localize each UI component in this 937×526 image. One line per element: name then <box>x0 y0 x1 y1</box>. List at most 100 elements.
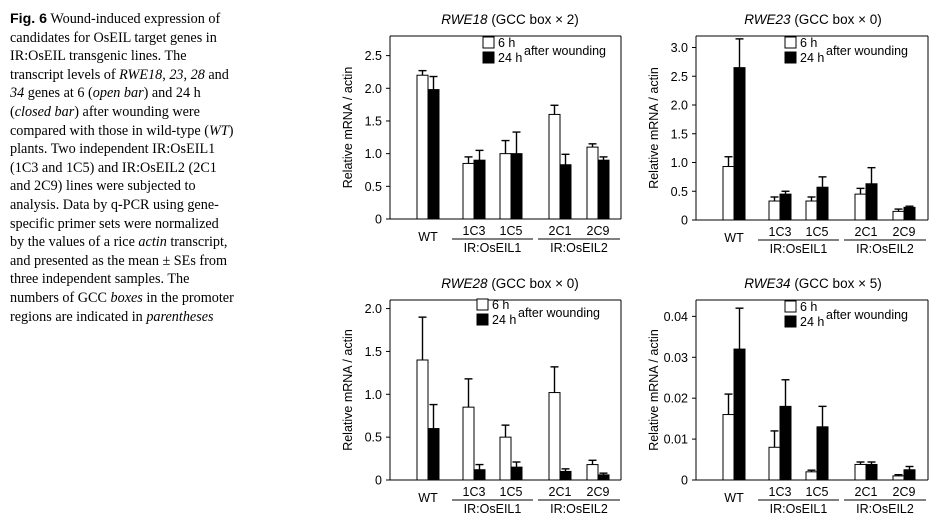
bar-6h-2c1 <box>548 113 561 220</box>
bar-6h-1c5 <box>805 471 818 481</box>
y-tick-label: 0.04 <box>664 310 688 324</box>
group-label: IR:OsEIL1 <box>464 241 522 255</box>
y-tick-label: 1.5 <box>365 345 382 359</box>
x-category-label: 2C9 <box>893 485 916 499</box>
y-tick-label: 0.5 <box>671 185 688 199</box>
y-tick-label: 2.5 <box>365 49 382 63</box>
legend-note: after wounding <box>826 308 908 322</box>
x-category-label: 1C3 <box>463 485 486 499</box>
legend-label-24h: 24 h <box>498 51 522 65</box>
bar-24h-wt <box>733 348 746 481</box>
bar-6h-1c3 <box>462 406 475 481</box>
chart-title-gene: RWE28 <box>441 276 488 291</box>
bar-6h-wt <box>722 414 735 481</box>
bar-24h-2c9 <box>597 159 610 220</box>
caption-text: open bar <box>92 85 144 102</box>
legend-label-6h: 6 h <box>800 300 817 314</box>
caption-text: closed bar <box>14 103 75 120</box>
chart-title: RWE23 (GCC box × 0) <box>744 12 881 27</box>
group-label: IR:OsEIL2 <box>856 242 914 256</box>
chart-title-rest: (GCC box × 5) <box>791 276 882 291</box>
chart-title-rest: (GCC box × 2) <box>488 12 579 27</box>
group-label: IR:OsEIL1 <box>464 502 522 516</box>
chart-title: RWE28 (GCC box × 0) <box>441 276 578 291</box>
bar-24h-2c1 <box>559 470 572 481</box>
caption-text: 23 <box>169 66 184 83</box>
y-tick-label: 0 <box>681 474 688 488</box>
legend-swatch-6h <box>784 36 797 49</box>
x-category-label: 1C3 <box>463 224 486 238</box>
x-category-label: 2C1 <box>549 224 572 238</box>
bar-6h-2c1 <box>854 193 867 221</box>
legend-label-24h: 24 h <box>800 315 824 329</box>
y-axis-label: Relative mRNA / actin <box>341 329 355 451</box>
y-tick-label: 0.5 <box>365 180 382 194</box>
legend-label-24h: 24 h <box>800 51 824 65</box>
caption-text: in the promoter regions are indicated in <box>10 289 234 325</box>
chart-panel-rwe34: RWE34 (GCC box × 5) 0 0.01 0.02 0.03 0.04Rela… <box>647 276 929 516</box>
group-label: IR:OsEIL2 <box>550 241 608 255</box>
y-tick-label: 0.5 <box>365 431 382 445</box>
caption-text: actin <box>138 234 167 251</box>
x-category-label: 1C5 <box>500 485 523 499</box>
bar-6h-1c5 <box>805 200 818 221</box>
x-category-label: 2C9 <box>893 225 916 239</box>
x-category-label: 2C1 <box>855 225 878 239</box>
caption-text: 28 <box>190 66 205 83</box>
caption-text: transcript, and presented as the mean ± … <box>10 234 228 306</box>
y-axis-label: Relative mRNA / actin <box>647 329 661 451</box>
bar-24h-wt <box>733 67 746 221</box>
bar-6h-1c3 <box>768 200 781 221</box>
caption-text: ) and 24 h ( <box>10 85 201 120</box>
chart-title-rest: (GCC box × 0) <box>488 276 579 291</box>
y-tick-label: 1.0 <box>365 388 382 402</box>
bar-24h-1c5 <box>510 466 523 481</box>
caption-text: , <box>162 66 170 83</box>
y-tick-label: 0.03 <box>664 351 688 365</box>
bar-24h-2c9 <box>903 206 916 221</box>
legend-label-6h: 6 h <box>498 36 515 50</box>
bar-24h-2c1 <box>865 183 878 221</box>
y-tick-label: 2.0 <box>365 302 382 316</box>
x-category-label: 1C5 <box>806 485 829 499</box>
x-category-label: 2C9 <box>587 224 610 238</box>
y-tick-label: 0.01 <box>664 433 688 447</box>
bar-6h-wt <box>416 74 429 220</box>
caption-text: ) plants. Two independent IR:OsEIL1 (1C3… <box>10 122 234 251</box>
x-category-label: 1C5 <box>806 225 829 239</box>
bar-6h-2c1 <box>854 463 867 481</box>
bar-24h-2c1 <box>559 164 572 220</box>
caption-text: and <box>204 66 229 83</box>
bar-6h-2c1 <box>548 392 561 481</box>
bar-6h-2c9 <box>586 464 599 481</box>
y-tick-label: 0 <box>681 214 688 228</box>
bar-24h-1c3 <box>779 193 792 221</box>
x-category-label: 2C9 <box>587 485 610 499</box>
legend-swatch-24h <box>784 315 797 328</box>
bar-24h-1c5 <box>816 186 829 221</box>
bar-6h-2c9 <box>892 210 905 221</box>
x-category-label: 2C1 <box>855 485 878 499</box>
bar-24h-wt <box>427 89 440 220</box>
legend-swatch-6h <box>784 300 797 313</box>
bar-6h-wt <box>722 166 735 221</box>
y-tick-label: 2.0 <box>671 99 688 113</box>
group-label: IR:OsEIL1 <box>770 242 828 256</box>
x-category-label: 2C1 <box>549 485 572 499</box>
caption-text: parentheses <box>146 308 214 325</box>
y-axis-label: Relative mRNA / actin <box>341 67 355 189</box>
x-category-label: 1C3 <box>769 485 792 499</box>
y-tick-label: 0 <box>375 213 382 227</box>
bar-24h-2c9 <box>597 474 610 481</box>
bar-24h-1c5 <box>816 426 829 481</box>
y-tick-label: 2.5 <box>671 70 688 84</box>
legend-swatch-24h <box>482 51 495 64</box>
caption-text: genes at 6 ( <box>24 85 93 102</box>
y-tick-label: 0.02 <box>664 392 688 406</box>
bar-24h-1c5 <box>510 153 523 220</box>
y-tick-label: 3.0 <box>671 41 688 55</box>
chart-title: RWE34 (GCC box × 5) <box>744 276 881 291</box>
legend-swatch-24h <box>784 51 797 64</box>
x-category-label: WT <box>724 491 744 505</box>
